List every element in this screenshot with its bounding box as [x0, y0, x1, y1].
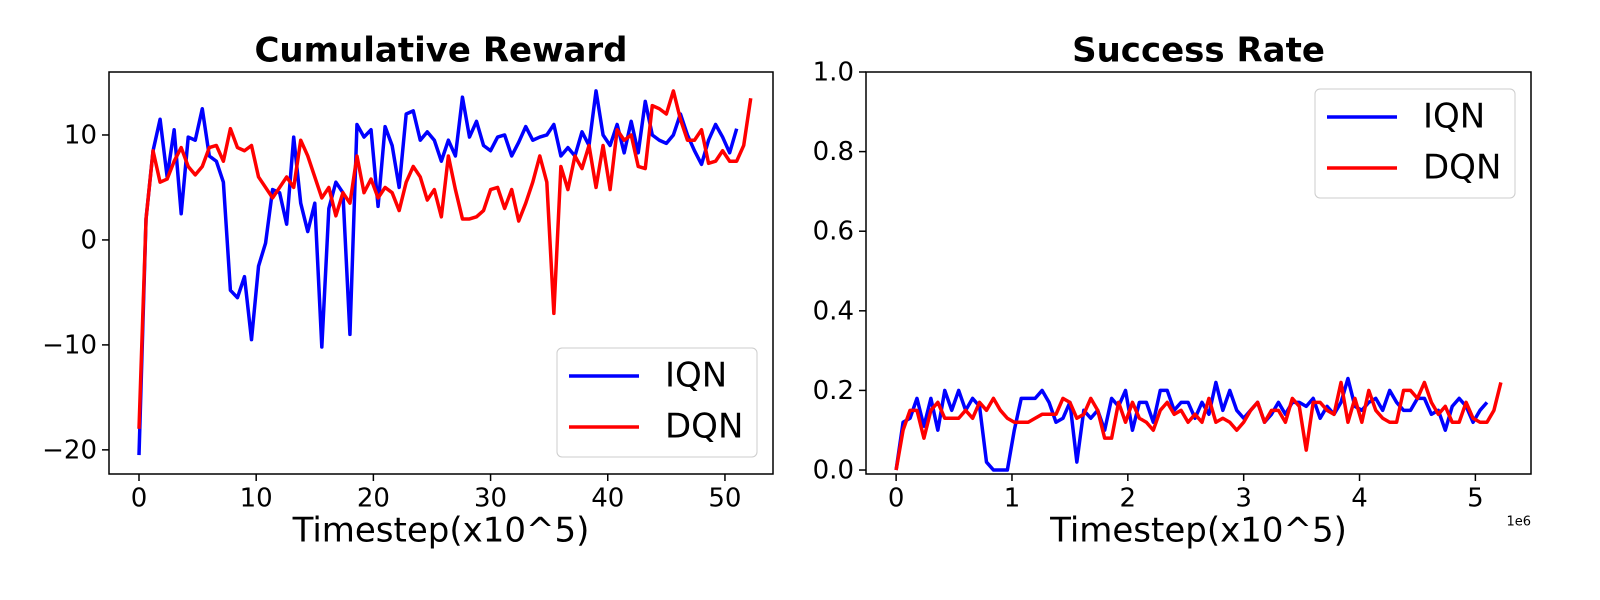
x-tick-label: 5	[1467, 484, 1484, 514]
y-tick-label: 0.2	[813, 376, 854, 406]
x-tick-label: 1	[1004, 484, 1021, 514]
x-tick-label: 50	[708, 484, 741, 514]
legend-label: IQN	[1423, 97, 1485, 137]
legend-label: DQN	[1423, 148, 1501, 188]
legend-label: DQN	[665, 407, 743, 447]
x-tick-label: 3	[1235, 484, 1252, 514]
plot-frame	[865, 71, 1532, 475]
x-tick-label: 30	[474, 484, 507, 514]
y-tick-label: 0.6	[813, 217, 854, 247]
series-line	[894, 376, 1489, 472]
x-tick-label: 10	[240, 484, 273, 514]
chart-title: Cumulative Reward	[254, 31, 627, 71]
series-line	[137, 89, 753, 429]
y-tick-label: 1.0	[813, 58, 854, 88]
x-tick-label: 40	[591, 484, 624, 514]
x-axis-label: Timestep(x10^5)	[1049, 511, 1347, 551]
y-tick-label: 0.0	[813, 456, 854, 486]
x-tick-label: 20	[357, 484, 390, 514]
chart-title: Success Rate	[1072, 31, 1325, 71]
y-tick-label: 0.4	[813, 296, 854, 326]
legend-label: IQN	[665, 356, 727, 396]
y-tick-label: −20	[42, 435, 97, 465]
x-axis-label: Timestep(x10^5)	[292, 511, 590, 551]
x-tick-label: 4	[1351, 484, 1368, 514]
y-tick-label: 0	[80, 225, 97, 255]
y-tick-label: 0.8	[813, 137, 854, 167]
y-tick-label: 10	[64, 120, 97, 150]
series-line	[137, 89, 739, 456]
x-tick-label: 0	[888, 484, 905, 514]
x-offset-label: 1e6	[1506, 515, 1531, 530]
plot-frame	[108, 71, 774, 475]
y-tick-label: −10	[42, 330, 97, 360]
x-tick-label: 0	[131, 484, 148, 514]
x-tick-label: 2	[1120, 484, 1137, 514]
series-line	[894, 380, 1503, 471]
